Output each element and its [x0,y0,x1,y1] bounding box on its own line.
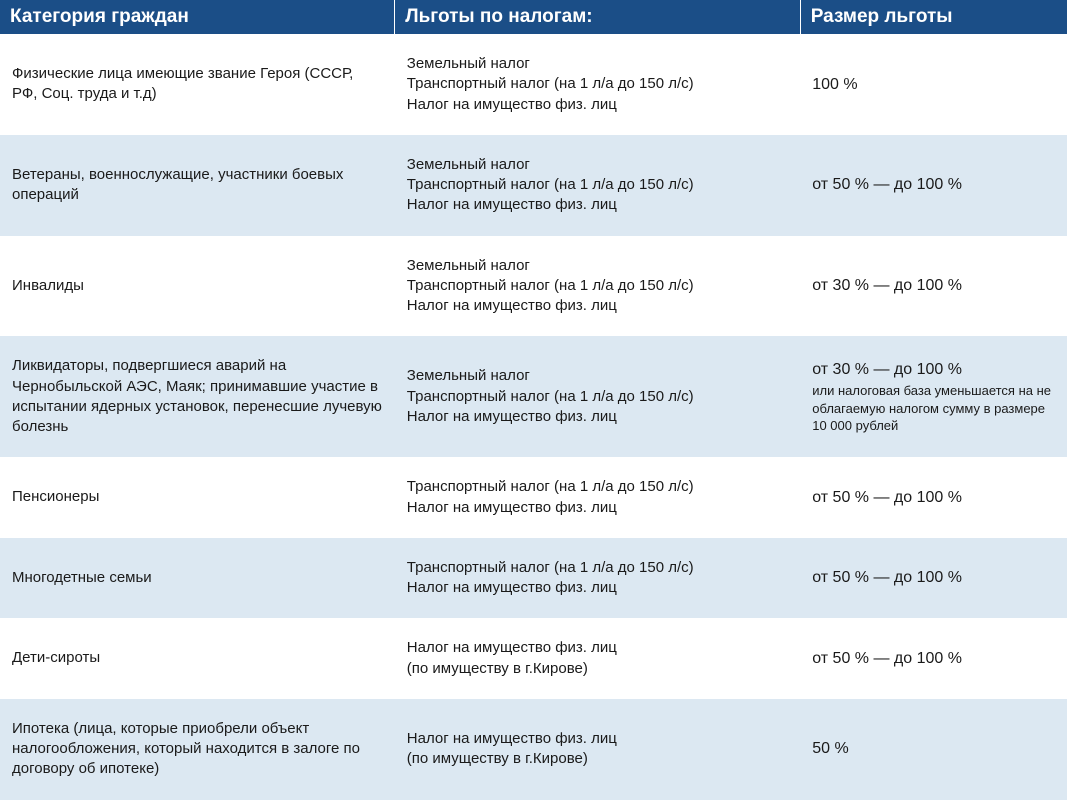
tax-benefits-table: Категория граждан Льготы по налогам: Раз… [0,0,1067,800]
amount-value: от 50 % — до 100 % [812,487,1055,509]
table-row: ПенсионерыТранспортный налог (на 1 л/а д… [0,457,1067,538]
tax-line: Налог на имущество физ. лиц [407,729,788,749]
cell-taxes: Земельный налогТранспортный налог (на 1 … [395,336,800,457]
table-row: Дети-сиротыНалог на имущество физ. лиц(п… [0,618,1067,699]
cell-amount: от 50 % — до 100 % [800,135,1067,236]
cell-category: Дети-сироты [0,618,395,699]
cell-taxes: Земельный налогТранспортный налог (на 1 … [395,34,800,135]
header-category: Категория граждан [0,0,395,34]
tax-line: Налог на имущество физ. лиц [407,578,788,598]
amount-note: или налоговая база уменьшается на не обл… [812,382,1055,435]
cell-category: Пенсионеры [0,457,395,538]
tax-line: Налог на имущество физ. лиц [407,296,788,316]
amount-value: от 30 % — до 100 % [812,275,1055,297]
tax-line: Земельный налог [407,54,788,74]
cell-taxes: Налог на имущество физ. лиц(по имуществу… [395,699,800,800]
tax-line: (по имуществу в г.Кирове) [407,659,788,679]
tax-line: Налог на имущество физ. лиц [407,498,788,518]
tax-line: Земельный налог [407,366,788,386]
tax-line: Земельный налог [407,155,788,175]
cell-amount: от 30 % — до 100 % [800,236,1067,337]
tax-line: Налог на имущество физ. лиц [407,195,788,215]
cell-category: Ветераны, военнослужащие, участники боев… [0,135,395,236]
cell-taxes: Земельный налогТранспортный налог (на 1 … [395,135,800,236]
tax-line: Налог на имущество физ. лиц [407,638,788,658]
table-row: Ликвидаторы, подвергшиеся аварий на Черн… [0,336,1067,457]
cell-category: Ипотека (лица, которые приобрели объект … [0,699,395,800]
amount-value: 100 % [812,74,1055,96]
table-row: ИнвалидыЗемельный налогТранспортный нало… [0,236,1067,337]
table-row: Ипотека (лица, которые приобрели объект … [0,699,1067,800]
tax-line: Транспортный налог (на 1 л/а до 150 л/с) [407,477,788,497]
cell-amount: 50 % [800,699,1067,800]
tax-line: Налог на имущество физ. лиц [407,95,788,115]
header-taxes: Льготы по налогам: [395,0,800,34]
cell-amount: 100 % [800,34,1067,135]
cell-amount: от 30 % — до 100 %или налоговая база уме… [800,336,1067,457]
table-row: Ветераны, военнослужащие, участники боев… [0,135,1067,236]
cell-taxes: Транспортный налог (на 1 л/а до 150 л/с)… [395,538,800,619]
amount-value: от 50 % — до 100 % [812,648,1055,670]
cell-taxes: Налог на имущество физ. лиц(по имуществу… [395,618,800,699]
tax-line: Земельный налог [407,256,788,276]
amount-value: от 50 % — до 100 % [812,567,1055,589]
cell-amount: от 50 % — до 100 % [800,538,1067,619]
tax-line: Транспортный налог (на 1 л/а до 150 л/с) [407,74,788,94]
table-row: Многодетные семьиТранспортный налог (на … [0,538,1067,619]
cell-category: Инвалиды [0,236,395,337]
tax-line: (по имуществу в г.Кирове) [407,749,788,769]
cell-taxes: Транспортный налог (на 1 л/а до 150 л/с)… [395,457,800,538]
table-body: Физические лица имеющие звание Героя (СС… [0,34,1067,800]
amount-value: от 50 % — до 100 % [812,174,1055,196]
table-row: Физические лица имеющие звание Героя (СС… [0,34,1067,135]
tax-line: Транспортный налог (на 1 л/а до 150 л/с) [407,558,788,578]
amount-value: от 30 % — до 100 % [812,359,1055,381]
tax-line: Транспортный налог (на 1 л/а до 150 л/с) [407,276,788,296]
tax-line: Транспортный налог (на 1 л/а до 150 л/с) [407,175,788,195]
cell-category: Ликвидаторы, подвергшиеся аварий на Черн… [0,336,395,457]
cell-category: Многодетные семьи [0,538,395,619]
tax-line: Транспортный налог (на 1 л/а до 150 л/с) [407,387,788,407]
header-amount: Размер льготы [800,0,1067,34]
cell-category: Физические лица имеющие звание Героя (СС… [0,34,395,135]
cell-amount: от 50 % — до 100 % [800,618,1067,699]
table-header: Категория граждан Льготы по налогам: Раз… [0,0,1067,34]
cell-amount: от 50 % — до 100 % [800,457,1067,538]
cell-taxes: Земельный налогТранспортный налог (на 1 … [395,236,800,337]
amount-value: 50 % [812,738,1055,760]
tax-line: Налог на имущество физ. лиц [407,407,788,427]
